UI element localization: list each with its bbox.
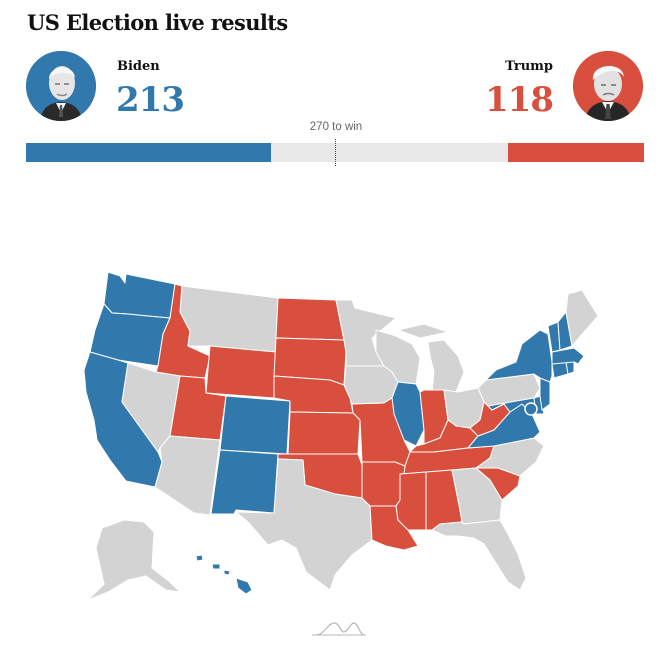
state-WA[interactable] (103, 271, 176, 319)
state-AR[interactable] (361, 461, 406, 507)
state-WY[interactable] (205, 345, 277, 399)
state-ND[interactable] (275, 297, 345, 341)
trump-progress-fill (508, 143, 644, 162)
threshold-marker (335, 139, 336, 166)
state-HI[interactable] (195, 554, 253, 595)
threshold-label: 270 to win (309, 121, 363, 133)
state-MT[interactable] (179, 285, 279, 353)
electoral-progress-bar (26, 139, 644, 166)
state-FL[interactable] (431, 519, 527, 591)
state-CO[interactable] (219, 395, 291, 455)
biden-progress-fill (26, 143, 271, 162)
trump-name: Trump (505, 59, 553, 74)
trump-portrait-icon (573, 51, 643, 121)
state-MS[interactable] (395, 471, 427, 531)
biden-name: Biden (117, 59, 160, 74)
state-TX[interactable] (235, 458, 373, 591)
state-NJ[interactable] (539, 377, 551, 411)
biden-portrait-icon (26, 51, 96, 121)
state-NY[interactable] (485, 329, 553, 383)
state-NM[interactable] (210, 449, 279, 515)
state-AK[interactable] (87, 519, 181, 601)
state-ME[interactable] (565, 289, 599, 347)
state-DC[interactable] (524, 402, 538, 416)
loading-wave-icon (312, 622, 366, 636)
state-CT[interactable] (551, 361, 569, 379)
page-title: US Election live results (27, 10, 288, 35)
biden-electoral-votes: 213 (116, 80, 185, 120)
trump-electoral-votes: 118 (485, 80, 554, 120)
state-AZ[interactable] (154, 435, 221, 516)
state-RI[interactable] (565, 361, 575, 375)
state-KS[interactable] (287, 411, 361, 455)
state-MA[interactable] (551, 347, 585, 365)
state-IA[interactable] (343, 365, 399, 405)
